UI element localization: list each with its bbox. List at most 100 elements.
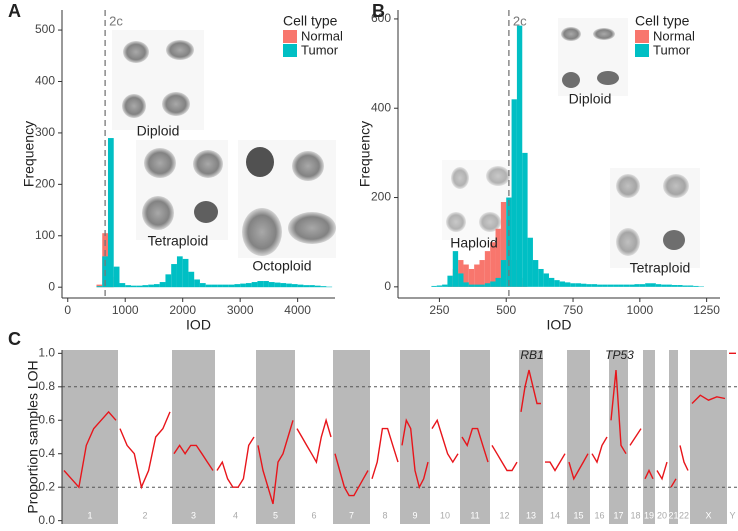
legend-label: Tumor (653, 42, 691, 57)
hist-bar (468, 284, 475, 287)
chromosome-label: Y (729, 510, 735, 520)
hist-bar (671, 285, 678, 287)
chromosome-label: 1 (87, 510, 92, 520)
hist-bar (165, 274, 172, 288)
loh-line (63, 410, 117, 489)
y-tick-label: 0.4 (38, 446, 55, 460)
y-axis-title: Frequency (21, 121, 37, 187)
chromosome-label: 11 (470, 510, 479, 520)
legend-label: Tumor (301, 42, 339, 57)
hist-bar (687, 285, 694, 287)
hist-bar (309, 285, 315, 288)
hist-bar (623, 284, 630, 287)
chromosome-label: 22 (679, 510, 689, 520)
hist-bar (205, 284, 212, 288)
hist-bar (618, 284, 624, 287)
hist-bar (268, 282, 275, 288)
hist-bar (234, 284, 241, 288)
chromosome-band (400, 350, 430, 524)
y-tick-label: 300 (35, 125, 55, 139)
x-tick-label: 2000 (169, 303, 196, 317)
hist-bar (463, 264, 469, 287)
x-tick-label: 4000 (284, 303, 311, 317)
hist-bar (661, 284, 667, 287)
gene-annotation: RB1 (520, 348, 543, 362)
hist-bar (479, 284, 485, 287)
hist-bar (176, 256, 183, 288)
legend-swatch (635, 44, 649, 57)
chromosome-band (669, 350, 678, 524)
hist-bar (516, 25, 523, 287)
hist-bar (591, 284, 598, 287)
annotation: Haploid (450, 235, 497, 251)
chromosome-label: 5 (273, 510, 278, 520)
hist-bar (182, 258, 189, 288)
reference-label: 2c (109, 13, 123, 28)
hist-bar (682, 285, 688, 287)
hist-bar (136, 285, 143, 288)
chromosome-label: 4 (233, 510, 238, 520)
hist-bar (463, 282, 469, 287)
chromosome-label: 7 (349, 510, 354, 520)
chromosome-label: 12 (499, 510, 509, 520)
hist-bar (527, 237, 533, 287)
hist-bar (257, 281, 264, 288)
chromosome-label: 6 (311, 510, 316, 520)
hist-bar (474, 264, 480, 287)
y-tick-label: 600 (371, 11, 391, 25)
legend-swatch (635, 30, 649, 43)
chromosome-label: 2 (142, 510, 147, 520)
hist-bar (650, 283, 656, 287)
legend-label: Normal (301, 28, 343, 43)
hist-bar (581, 283, 587, 287)
loh-line (591, 436, 608, 464)
chromosome-label: 16 (594, 510, 604, 520)
annotation: Tetraploid (630, 260, 691, 276)
x-axis-title: IOD (186, 317, 211, 333)
chromosome-label: 15 (573, 510, 583, 520)
hist-bar (484, 251, 491, 287)
hist-bar (320, 286, 327, 288)
hist-bar (495, 277, 501, 287)
loh-line (173, 444, 214, 471)
chromosome-label: 14 (550, 510, 560, 520)
hist-bar (286, 283, 292, 288)
y-tick-label: 0 (384, 279, 391, 293)
y-axis-title: Frequency (357, 121, 373, 187)
hist-bar (554, 280, 560, 287)
hist-bar (522, 152, 528, 287)
loh-line (656, 461, 668, 481)
y-tick-label: 200 (371, 190, 391, 204)
chromosome-band (333, 350, 370, 524)
hist-bar (148, 284, 154, 288)
annotation: Octoploid (252, 258, 311, 274)
nucleus-images (112, 18, 700, 268)
hist-bar (222, 284, 229, 288)
loh-line (371, 427, 399, 480)
gene-annotation: TP53 (605, 348, 634, 362)
y-tick-label: 0 (48, 279, 55, 293)
y-tick-label: 400 (35, 74, 55, 88)
chromosome-label: 9 (412, 510, 417, 520)
hist-bar (645, 283, 651, 287)
loh-line (257, 420, 294, 505)
hist-bar (452, 251, 459, 287)
hist-bar (500, 260, 507, 287)
y-tick-label: 500 (35, 22, 55, 36)
loh-line (491, 445, 518, 472)
chromosome-label: 10 (440, 510, 450, 520)
reference-label: 2c (513, 13, 527, 28)
chromosome-label: 8 (382, 510, 387, 520)
hist-bar (677, 285, 683, 287)
hist-bar (326, 286, 333, 288)
chromosome-label: 13 (526, 510, 536, 520)
hist-bar (251, 282, 258, 288)
hist-bar (693, 285, 699, 287)
hist-bar (240, 283, 246, 288)
legend-swatch (283, 44, 297, 57)
chromosome-label: 18 (630, 510, 640, 520)
x-tick-label: 1000 (626, 303, 653, 317)
hist-bar (575, 283, 582, 287)
y-tick-label: 0.2 (38, 479, 55, 493)
hist-bar (119, 283, 126, 288)
